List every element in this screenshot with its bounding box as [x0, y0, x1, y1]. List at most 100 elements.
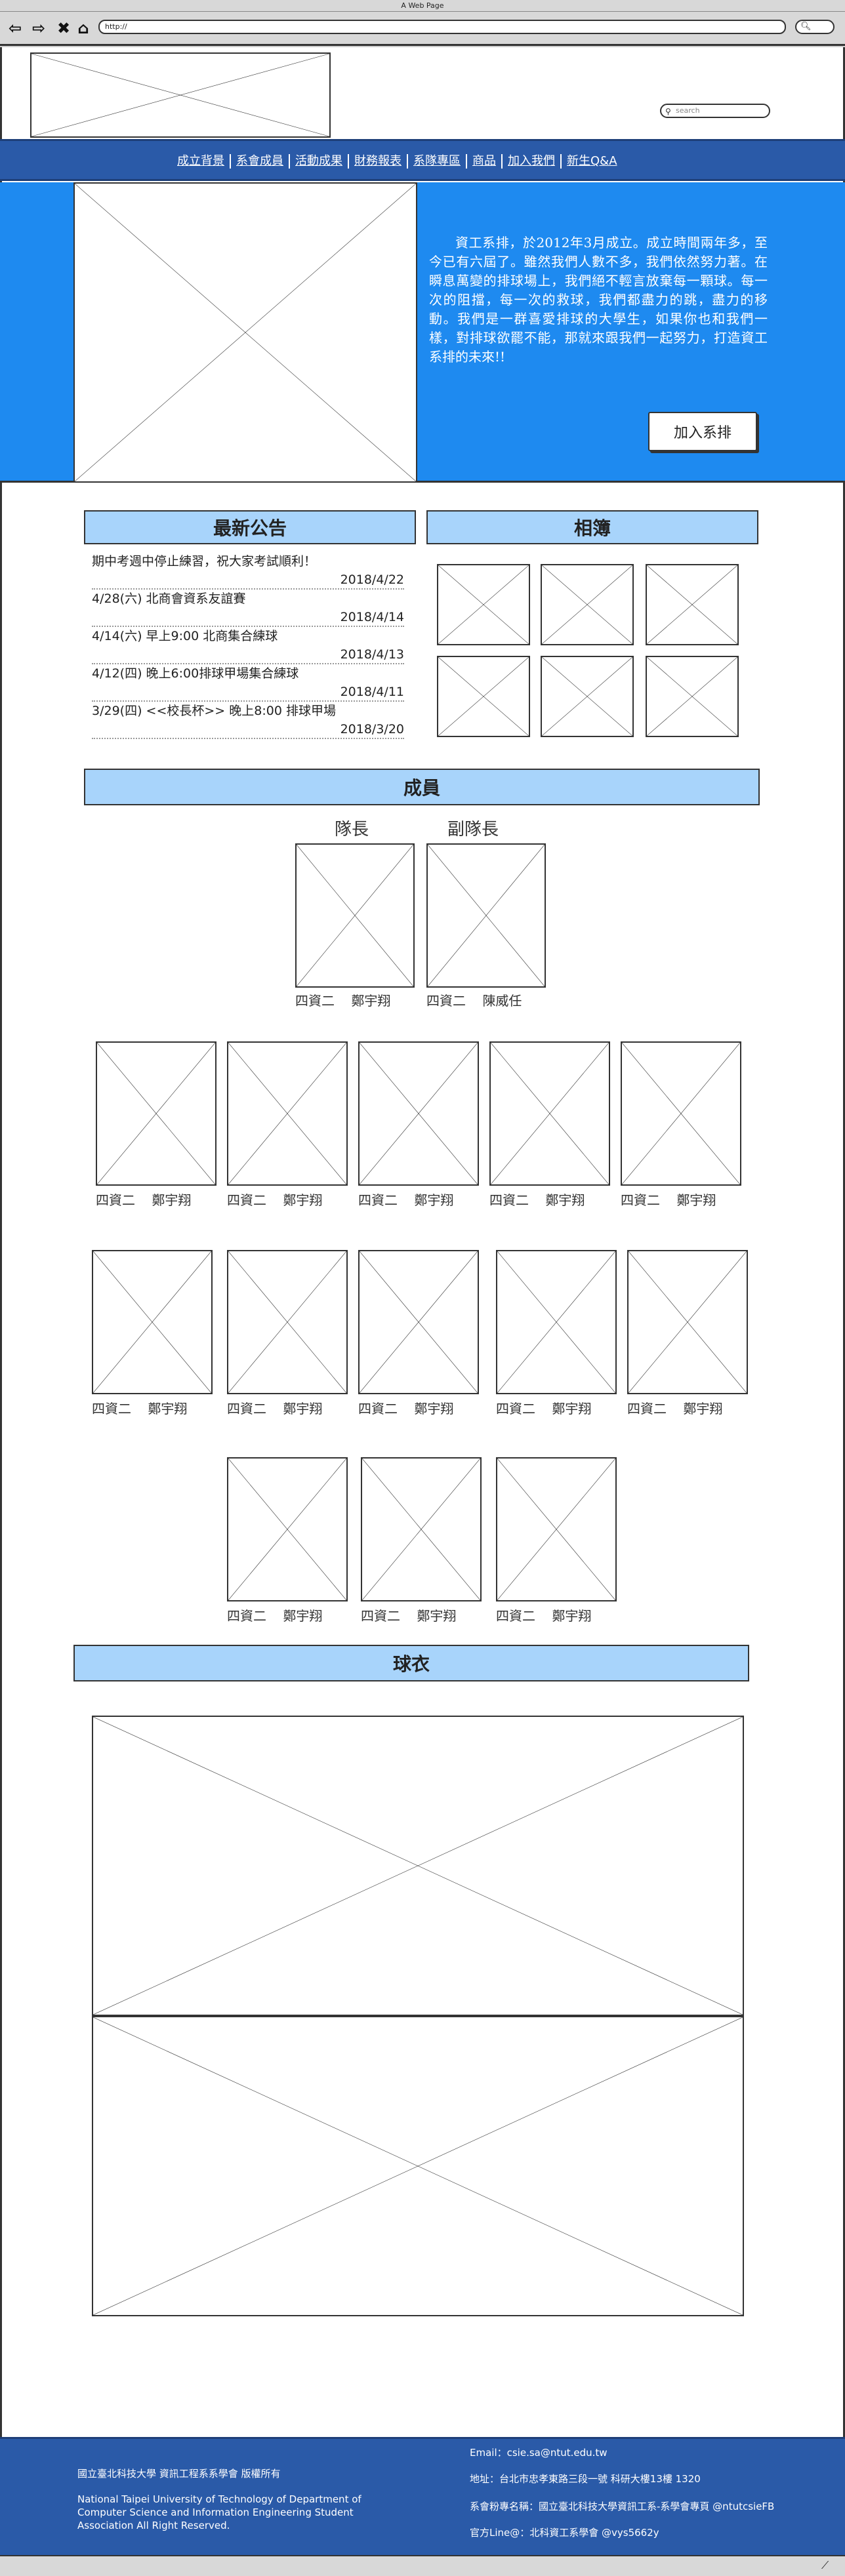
nav-item-teams[interactable]: 系隊專區	[407, 154, 466, 169]
member-caption: 四資二 鄭宇翔	[361, 1605, 456, 1624]
member-name: 鄭宇翔	[283, 1608, 323, 1624]
member-photo[interactable]	[489, 1041, 610, 1186]
member-photo[interactable]	[621, 1041, 741, 1186]
member-grade: 四資二	[227, 1192, 266, 1208]
news-item[interactable]: 4/14(六) 早上9:00 北商集合練球 2018/4/13	[92, 627, 404, 664]
member-caption: 四資二 鄭宇翔	[496, 1398, 591, 1417]
members-heading: 成員	[84, 769, 760, 805]
member-name: 鄭宇翔	[552, 1401, 592, 1417]
member-photo[interactable]	[96, 1041, 216, 1186]
member-name: 鄭宇翔	[152, 1192, 192, 1208]
news-list: 期中考週中停止練習，祝大家考試順利！ 2018/4/22 4/28(六) 北商會…	[92, 552, 404, 739]
footer-copyright-zh: 國立臺北科技大學 資訊工程系系學會 版權所有	[77, 2468, 281, 2480]
footer-line[interactable]: 官方Line@：北科資工系學會 @vys5662y	[470, 2527, 659, 2539]
member-photo[interactable]	[627, 1250, 748, 1394]
member-grade: 四資二	[361, 1608, 400, 1624]
leader-role: 隊長	[335, 820, 369, 839]
nav-item-freshman-qa[interactable]: 新生Q&A	[560, 154, 623, 169]
nav-item-products[interactable]: 商品	[466, 154, 501, 169]
news-item[interactable]: 4/28(六) 北商會資系友誼賽 2018/4/14	[92, 590, 404, 627]
member-photo[interactable]	[361, 1457, 482, 1601]
footer-facebook[interactable]: 系會粉專名稱：國立臺北科技大學資訊工系-系學會專頁 @ntutcsieFB	[470, 2501, 775, 2512]
member-caption: 四資二 鄭宇翔	[627, 1398, 722, 1417]
nav-item-members[interactable]: 系會成員	[230, 154, 289, 169]
member-photo[interactable]	[227, 1457, 348, 1601]
member-photo[interactable]	[496, 1250, 617, 1394]
footer: 國立臺北科技大學 資訊工程系系學會 版權所有 National Taipei U…	[0, 2437, 845, 2555]
album-thumbnail[interactable]	[437, 564, 530, 645]
news-date: 2018/3/20	[92, 721, 404, 739]
album-thumbnail[interactable]	[541, 656, 634, 737]
close-icon[interactable]: ✖	[56, 19, 71, 37]
member-grade: 四資二	[96, 1192, 135, 1208]
nav-item-finance[interactable]: 財務報表	[348, 154, 407, 169]
album-thumbnail[interactable]	[646, 656, 739, 737]
leader-role: 副隊長	[447, 820, 499, 839]
member-caption: 四資二 鄭宇翔	[227, 1605, 322, 1624]
member-grade: 四資二	[496, 1608, 535, 1624]
member-name: 鄭宇翔	[414, 1192, 454, 1208]
join-team-button[interactable]: 加入系排	[648, 412, 757, 451]
member-name: 鄭宇翔	[545, 1192, 585, 1208]
jersey-back-image	[92, 2016, 744, 2316]
news-title: 4/12(四) 晚上6:00排球甲場集合練球	[92, 666, 299, 681]
member-caption: 四資二 鄭宇翔	[96, 1190, 191, 1209]
member-photo[interactable]	[358, 1250, 479, 1394]
search-input[interactable]: ⚲ search	[660, 104, 770, 118]
member-caption: 四資二 鄭宇翔	[227, 1190, 322, 1209]
arrow-right-icon[interactable]: ⇨	[31, 19, 46, 37]
album-thumbnail[interactable]	[541, 564, 634, 645]
nav-item-background[interactable]: 成立背景	[177, 154, 224, 168]
member-name: 鄭宇翔	[683, 1401, 723, 1417]
member-photo[interactable]	[496, 1457, 617, 1601]
news-title: 4/14(六) 早上9:00 北商集合練球	[92, 629, 278, 643]
member-caption: 四資二 鄭宇翔	[489, 1190, 585, 1209]
news-item[interactable]: 4/12(四) 晚上6:00排球甲場集合練球 2018/4/11	[92, 664, 404, 702]
arrow-left-icon[interactable]: ⇦	[8, 19, 22, 37]
url-bar[interactable]: http://	[98, 20, 786, 34]
news-title: 4/28(六) 北商會資系友誼賽	[92, 592, 246, 606]
member-photo[interactable]	[227, 1041, 348, 1186]
member-name: 鄭宇翔	[417, 1608, 457, 1624]
footer-email[interactable]: Email：csie.sa@ntut.edu.tw	[470, 2447, 608, 2459]
member-caption: 四資二 鄭宇翔	[227, 1398, 322, 1417]
member-caption: 四資二 鄭宇翔	[92, 1398, 187, 1417]
member-grade: 四資二	[426, 993, 466, 1009]
nav-links: 成立背景 系會成員 活動成果 財務報表 系隊專區 商品 加入我們 新生Q&A	[172, 154, 623, 169]
nav-item-join[interactable]: 加入我們	[501, 154, 560, 169]
member-grade: 四資二	[227, 1401, 266, 1417]
jersey-front-image	[92, 1716, 744, 2016]
news-date: 2018/4/13	[92, 646, 404, 664]
member-name: 鄭宇翔	[676, 1192, 716, 1208]
member-photo[interactable]	[295, 843, 415, 988]
member-name: 鄭宇翔	[351, 993, 391, 1009]
album-thumbnail[interactable]	[437, 656, 530, 737]
news-item[interactable]: 3/29(四) <<校長杯>> 晚上8:00 排球甲場 2018/3/20	[92, 702, 404, 739]
member-photo[interactable]	[358, 1041, 479, 1186]
footer-address: 地址：台北市忠孝東路三段一號 科研大樓13樓 1320	[470, 2473, 701, 2485]
member-grade: 四資二	[358, 1401, 398, 1417]
news-title: 3/29(四) <<校長杯>> 晚上8:00 排球甲場	[92, 704, 336, 718]
member-caption: 四資二 鄭宇翔	[496, 1605, 591, 1624]
browser-search-button[interactable]: 🔍︎	[795, 20, 835, 34]
jersey-heading: 球衣	[73, 1645, 749, 1681]
status-bar: ⟋	[0, 2555, 845, 2576]
home-icon[interactable]: ⌂	[77, 19, 89, 37]
member-photo[interactable]	[92, 1250, 213, 1394]
member-caption: 四資二 鄭宇翔	[358, 1398, 453, 1417]
footer-copyright-en: National Taipei University of Technology…	[77, 2493, 361, 2531]
member-photo[interactable]	[227, 1250, 348, 1394]
member-photo[interactable]	[426, 843, 546, 988]
album-thumbnail[interactable]	[646, 564, 739, 645]
news-heading: 最新公告	[84, 510, 416, 544]
nav-item-activities[interactable]: 活動成果	[289, 154, 348, 169]
news-item[interactable]: 期中考週中停止練習，祝大家考試順利！ 2018/4/22	[92, 552, 404, 590]
member-name: 鄭宇翔	[552, 1608, 592, 1624]
browser-toolbar: ⇦ ⇨ ✖ ⌂ http:// 🔍︎	[0, 12, 845, 46]
news-date: 2018/4/22	[92, 571, 404, 590]
window-title: A Web Page	[0, 0, 845, 12]
resize-handle-icon[interactable]: ⟋	[821, 2559, 829, 2571]
member-caption: 四資二 鄭宇翔	[621, 1190, 716, 1209]
member-caption: 四資二 鄭宇翔	[358, 1190, 453, 1209]
member-caption: 四資二 鄭宇翔	[295, 990, 390, 1009]
